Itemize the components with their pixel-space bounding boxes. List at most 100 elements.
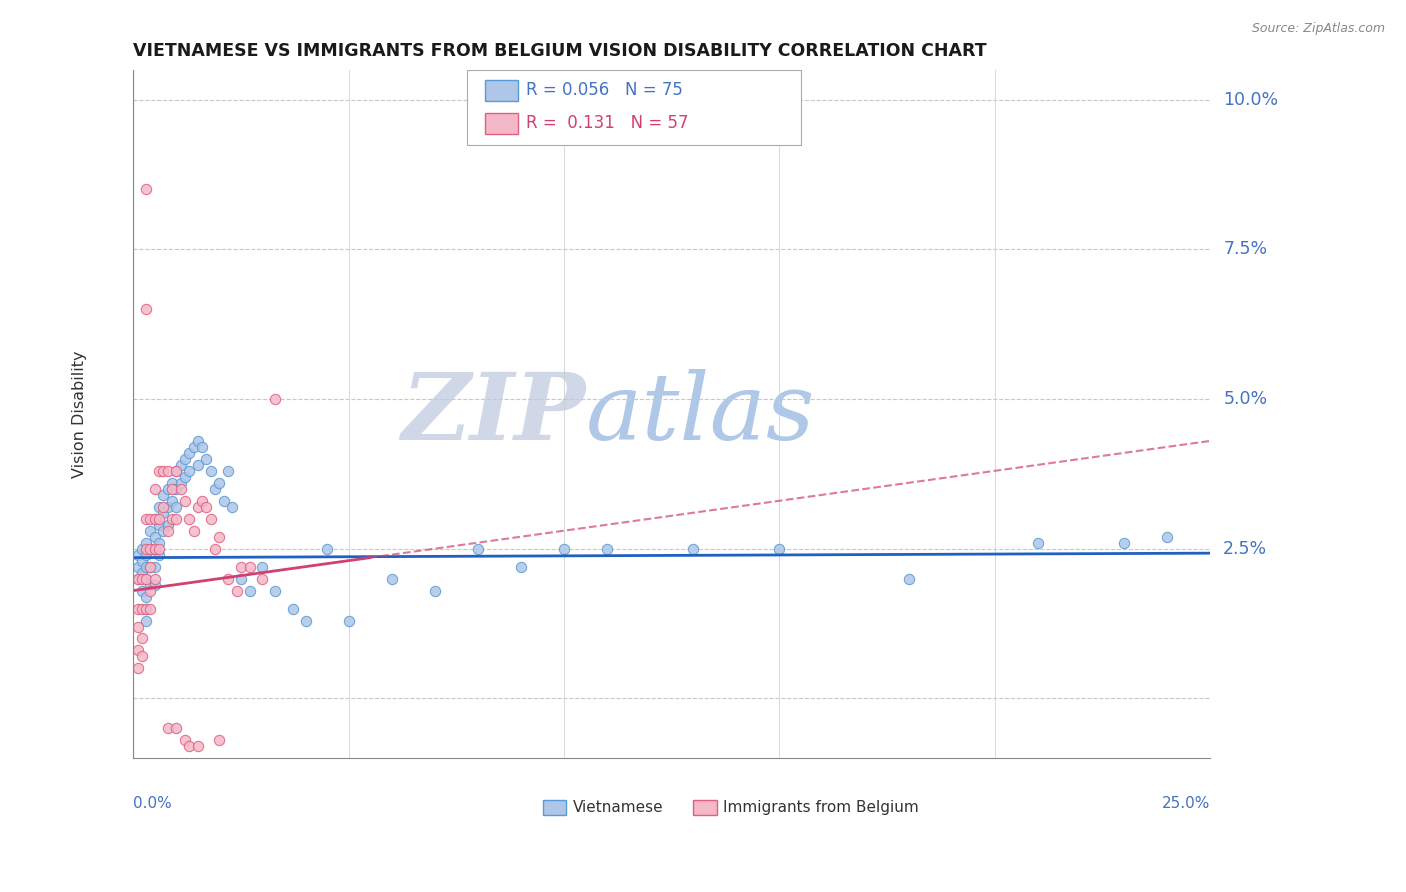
Point <box>281 601 304 615</box>
Point <box>143 572 166 586</box>
Point <box>135 512 157 526</box>
Text: 5.0%: 5.0% <box>1223 390 1267 408</box>
Point <box>337 614 360 628</box>
Point <box>127 619 149 633</box>
Point <box>131 632 153 646</box>
Point <box>294 614 316 628</box>
Point <box>238 583 260 598</box>
Point <box>139 559 162 574</box>
Point <box>510 559 533 574</box>
Point <box>174 493 197 508</box>
Point <box>174 470 197 484</box>
Point <box>148 541 170 556</box>
Point <box>179 464 201 478</box>
Point <box>187 500 209 514</box>
Point <box>423 583 446 598</box>
Point <box>143 559 166 574</box>
Text: ZIP: ZIP <box>401 369 586 459</box>
Point <box>217 464 239 478</box>
Point <box>596 541 619 556</box>
Point <box>169 458 191 472</box>
Point <box>160 512 183 526</box>
Point <box>127 643 149 657</box>
Point <box>152 506 174 520</box>
Point <box>160 482 183 496</box>
Point <box>139 541 162 556</box>
Point <box>179 446 201 460</box>
Point <box>135 614 157 628</box>
Point <box>187 458 209 472</box>
Text: Vietnamese: Vietnamese <box>572 799 664 814</box>
Point <box>135 182 157 196</box>
Point <box>467 541 489 556</box>
Point <box>229 559 252 574</box>
Point <box>252 572 274 586</box>
Point <box>139 601 162 615</box>
Point <box>143 482 166 496</box>
Point <box>160 475 183 490</box>
Point <box>204 482 226 496</box>
Text: atlas: atlas <box>586 369 815 459</box>
Point <box>135 302 157 317</box>
Point <box>225 583 247 598</box>
Point <box>143 512 166 526</box>
Point <box>135 535 157 549</box>
Point <box>135 559 157 574</box>
Point <box>682 541 704 556</box>
Point <box>208 733 231 747</box>
Point <box>135 601 157 615</box>
Point <box>131 649 153 664</box>
Text: Source: ZipAtlas.com: Source: ZipAtlas.com <box>1251 22 1385 36</box>
Text: 2.5%: 2.5% <box>1223 540 1267 558</box>
Point <box>152 488 174 502</box>
Point <box>553 541 575 556</box>
Text: 25.0%: 25.0% <box>1161 797 1211 811</box>
Point <box>195 451 218 466</box>
Point <box>204 541 226 556</box>
Point <box>131 601 153 615</box>
FancyBboxPatch shape <box>543 799 567 814</box>
Text: 0.0%: 0.0% <box>134 797 172 811</box>
Point <box>135 548 157 562</box>
Text: 7.5%: 7.5% <box>1223 240 1267 259</box>
Point <box>179 739 201 754</box>
Point <box>169 482 191 496</box>
FancyBboxPatch shape <box>467 70 801 145</box>
Point <box>221 500 243 514</box>
Point <box>139 541 162 556</box>
Point <box>165 500 187 514</box>
Point <box>187 739 209 754</box>
Point <box>127 601 149 615</box>
Point <box>229 572 252 586</box>
Point <box>131 554 153 568</box>
Point <box>316 541 339 556</box>
Point <box>174 733 197 747</box>
Point <box>156 500 179 514</box>
Point <box>131 566 153 580</box>
Point <box>143 530 166 544</box>
Point <box>1026 535 1049 549</box>
Point <box>238 559 260 574</box>
Text: R = 0.056   N = 75: R = 0.056 N = 75 <box>526 81 683 99</box>
Point <box>252 559 274 574</box>
Point <box>160 493 183 508</box>
Point <box>139 559 162 574</box>
Point <box>200 464 222 478</box>
FancyBboxPatch shape <box>693 799 717 814</box>
Point <box>183 440 205 454</box>
Point <box>165 464 187 478</box>
Point <box>148 464 170 478</box>
Point <box>139 524 162 538</box>
Point <box>143 541 166 556</box>
Point <box>156 482 179 496</box>
Point <box>135 541 157 556</box>
Point <box>156 721 179 735</box>
Point <box>135 590 157 604</box>
Point <box>143 512 166 526</box>
Text: Immigrants from Belgium: Immigrants from Belgium <box>724 799 920 814</box>
Point <box>165 482 187 496</box>
Point <box>195 500 218 514</box>
Point <box>156 464 179 478</box>
Point <box>135 601 157 615</box>
Point <box>143 541 166 556</box>
